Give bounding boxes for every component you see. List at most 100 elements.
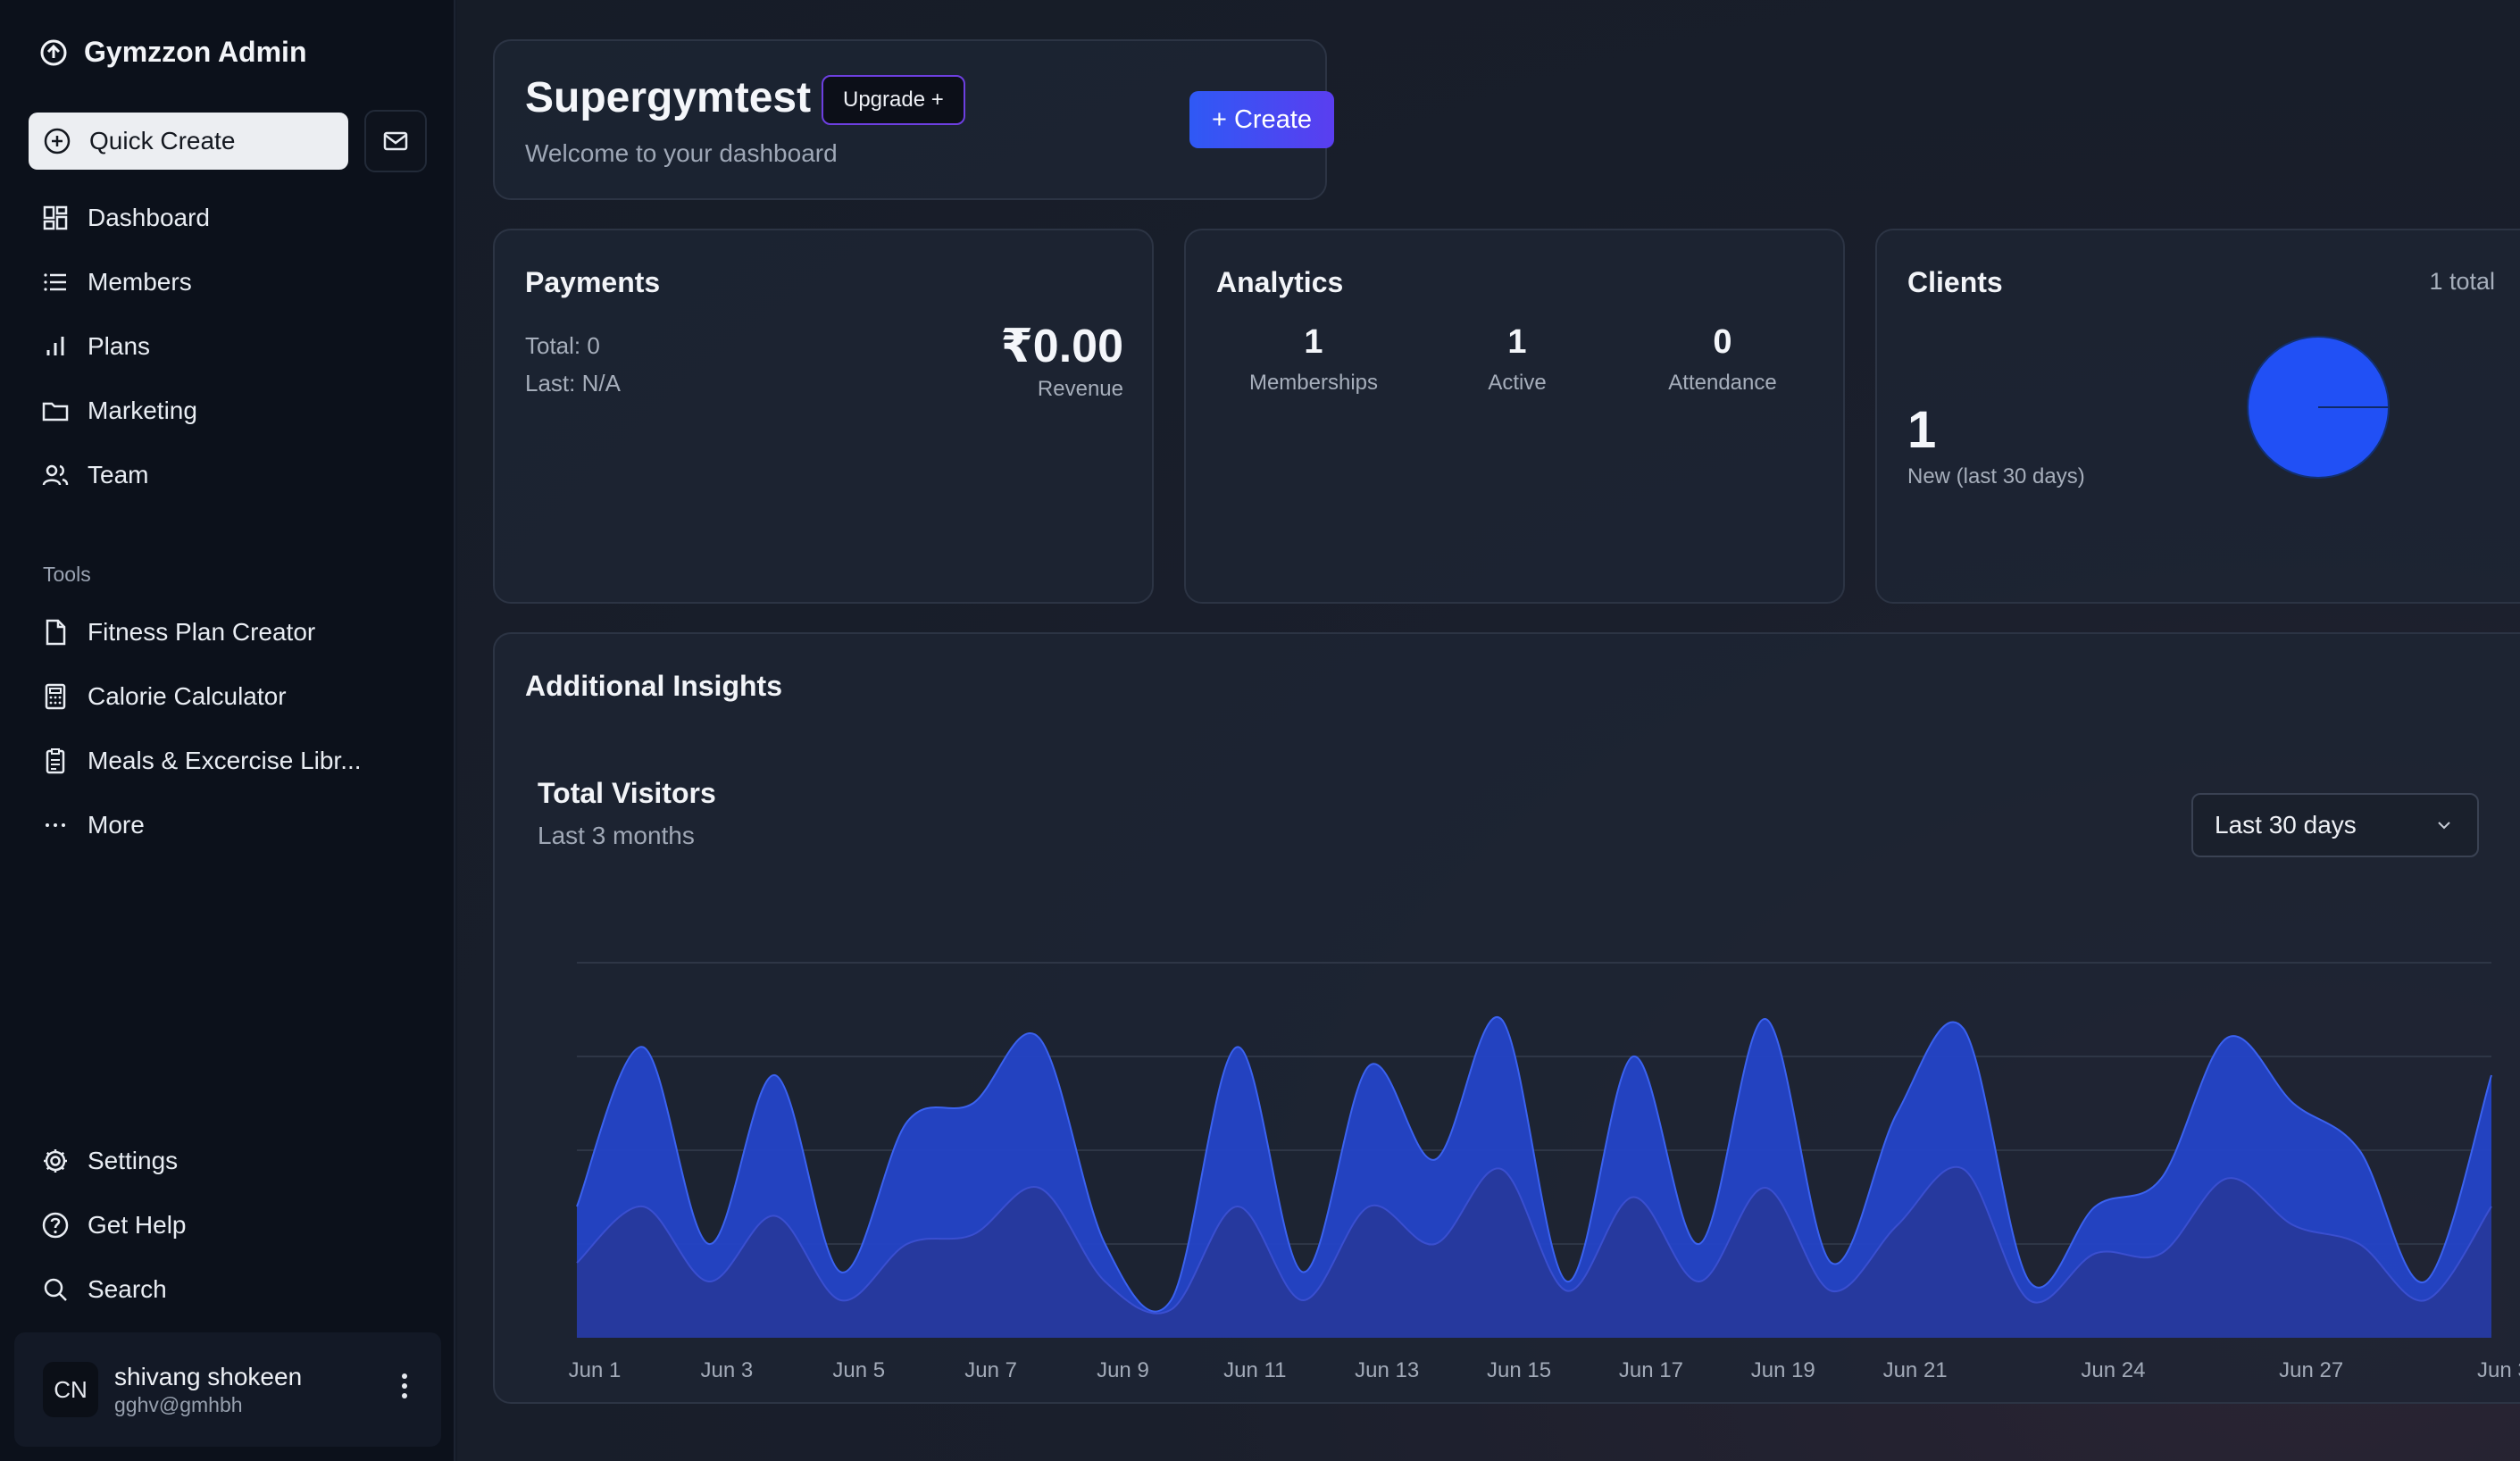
x-tick-label: Jun 3 (701, 1358, 754, 1382)
brand[interactable]: Gymzzon Admin (39, 36, 306, 69)
x-tick-label: Jun 7 (964, 1358, 1017, 1382)
payments-card: Payments Total: 0 Last: N/A ₹0.00 Revenu… (493, 229, 1154, 604)
series-area-2 (577, 1166, 2491, 1338)
sidebar-item-label: Plans (88, 332, 151, 360)
quick-create-button[interactable]: Quick Create (29, 113, 348, 170)
x-tick-label: Jun 13 (1355, 1358, 1419, 1382)
sidebar-item-search[interactable]: Search (41, 1272, 167, 1307)
sidebar-item-label: Fitness Plan Creator (88, 618, 316, 646)
folder-icon (42, 402, 69, 422)
brand-title: Gymzzon Admin (84, 36, 307, 68)
sidebar-item-calorie-calculator[interactable]: Calorie Calculator (41, 679, 287, 714)
clients-title: Clients (1907, 266, 2003, 298)
users-icon (42, 464, 69, 486)
stat-value: 0 (1713, 323, 1732, 361)
stat-active: 1 Active (1414, 323, 1620, 396)
help-icon (42, 1212, 69, 1239)
user-card[interactable]: CN shivang shokeen gghv@gmhbh (14, 1332, 441, 1447)
dashboard-icon (43, 205, 68, 230)
revenue-amount: ₹0.00 (1000, 321, 1123, 372)
plus-circle-icon (44, 128, 71, 154)
x-tick-label: Jun 11 (1223, 1358, 1286, 1382)
search-icon (44, 1278, 67, 1301)
x-tick-label: Jun 9 (1097, 1358, 1149, 1382)
sidebar-item-label: Settings (88, 1147, 179, 1174)
main-content: Supergymtest Upgrade + Welcome to your d… (457, 0, 2520, 1461)
x-tick-label: Jun 21 (1883, 1358, 1948, 1382)
page-subtitle: Welcome to your dashboard (525, 139, 838, 167)
range-select[interactable]: Last 30 days (2191, 793, 2479, 857)
clients-pie-chart (2247, 336, 2390, 479)
calculator-icon (45, 683, 66, 710)
visitors-area-chart: Jun 1 Jun 3 Jun 5 Jun 7 Jun 9 Jun 11 Jun 13 Jun… (569, 962, 2520, 1382)
x-tick-label: Jun 5 (832, 1358, 885, 1382)
payments-title: Payments (525, 266, 661, 298)
create-button[interactable]: + Create (1189, 91, 1334, 148)
visitors-subtitle: Last 3 months (538, 822, 695, 849)
x-tick-label: Jun 17 (1619, 1358, 1683, 1382)
sidebar-item-label: Calorie Calculator (88, 682, 287, 710)
x-tick-label: Jun 30 (2477, 1358, 2520, 1382)
gear-icon (44, 1149, 67, 1173)
x-tick-label: Jun 27 (2279, 1358, 2343, 1382)
list-icon (44, 273, 66, 291)
quick-create-label: Quick Create (89, 127, 236, 154)
payments-total: Total: 0 (525, 332, 600, 359)
mail-icon (383, 131, 408, 151)
sidebar-item-fitness-plan-creator[interactable]: Fitness Plan Creator (41, 614, 315, 650)
upgrade-button[interactable]: Upgrade + (822, 75, 965, 125)
chevron-down-icon (2438, 822, 2450, 830)
stat-label: Attendance (1668, 371, 1777, 395)
stat-memberships: 1 Memberships (1211, 323, 1416, 396)
visitors-title: Total Visitors (538, 777, 716, 809)
sidebar-item-label: Dashboard (88, 204, 210, 231)
series-line-2 (576, 1165, 2492, 1315)
sidebar-item-get-help[interactable]: Get Help (41, 1207, 187, 1243)
sidebar-item-label: More (88, 811, 145, 839)
sidebar-item-label: Get Help (88, 1211, 187, 1239)
x-tick-label: Jun 24 (2081, 1358, 2145, 1382)
analytics-title: Analytics (1216, 266, 1344, 298)
sidebar-item-label: Meals & Excercise Libr... (88, 747, 362, 774)
sidebar-item-settings[interactable]: Settings (41, 1143, 178, 1179)
clients-card: Clients 1 total 1 New (last 30 days) (1875, 229, 2520, 604)
sidebar-item-meals-exercise-library[interactable]: Meals & Excercise Libr... (41, 743, 362, 779)
insights-card: Additional Insights Total Visitors Last … (493, 632, 2520, 1404)
stat-attendance: 0 Attendance (1620, 323, 1825, 396)
clients-new-count: 1 (1907, 401, 1937, 459)
stat-value: 1 (1304, 323, 1323, 361)
clients-total: 1 total (2429, 268, 2495, 295)
payments-last: Last: N/A (525, 370, 621, 397)
stat-label: Memberships (1248, 371, 1379, 395)
dashboard-header-card: Supergymtest Upgrade + Welcome to your d… (493, 39, 1334, 200)
sidebar-item-label: Search (88, 1275, 167, 1303)
user-email: gghv@gmhbh (114, 1392, 243, 1416)
clients-new-label: New (last 30 days) (1907, 464, 2085, 488)
sidebar-item-label: Marketing (88, 397, 197, 424)
sidebar: Gymzzon Admin Quick Create Dashboard Mem… (0, 0, 455, 1461)
sidebar-item-marketing[interactable]: Marketing (41, 393, 197, 429)
more-icon (46, 823, 65, 827)
analytics-card: Analytics 1 Memberships 1 Active 0 Atten… (1184, 229, 1845, 604)
inbox-button[interactable] (364, 110, 427, 172)
bar-chart-icon (46, 337, 64, 355)
file-icon (46, 619, 66, 646)
sidebar-item-members[interactable]: Members (41, 264, 192, 300)
avatar: CN (43, 1362, 98, 1417)
insights-title: Additional Insights (525, 670, 782, 702)
sidebar-item-team[interactable]: Team (41, 457, 148, 493)
sidebar-item-plans[interactable]: Plans (41, 329, 150, 364)
clipboard-icon (46, 748, 65, 774)
x-tick-label: Jun 1 (569, 1358, 622, 1382)
sidebar-item-label: Members (88, 268, 192, 296)
sidebar-item-label: Team (88, 461, 149, 488)
user-menu-icon[interactable] (402, 1373, 409, 1403)
sidebar-item-dashboard[interactable]: Dashboard (41, 200, 210, 236)
stat-value: 1 (1507, 323, 1527, 361)
revenue-label: Revenue (1037, 377, 1123, 401)
sidebar-item-more[interactable]: More (41, 807, 145, 843)
series-line-1 (576, 1015, 2492, 1313)
stat-label: Active (1488, 371, 1547, 395)
user-name: shivang shokeen (114, 1362, 303, 1390)
x-tick-label: Jun 15 (1487, 1358, 1551, 1382)
